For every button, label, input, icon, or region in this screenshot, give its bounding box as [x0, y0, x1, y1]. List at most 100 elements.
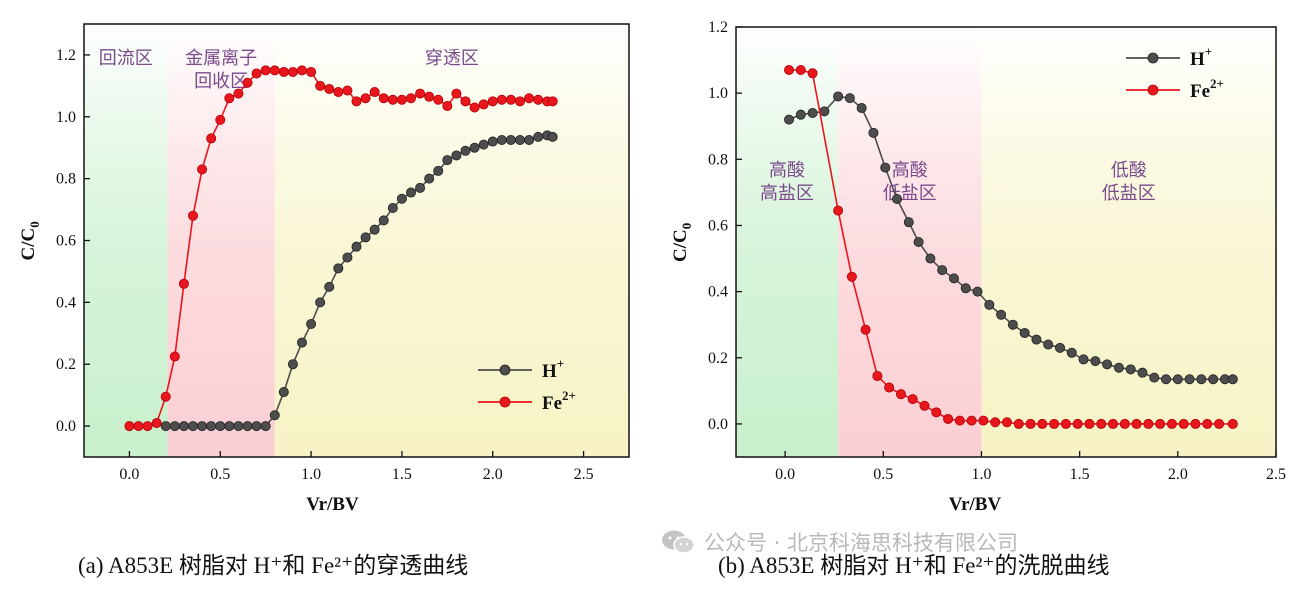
data-point-h [856, 103, 867, 114]
legend-marker [499, 396, 511, 408]
data-point-h [360, 232, 371, 243]
data-point-fe [187, 210, 198, 221]
data-point-fe [505, 94, 516, 105]
data-point-fe [1227, 418, 1238, 429]
data-point-h [844, 93, 855, 104]
data-point-h [342, 252, 353, 263]
legend-label-superscript: 2+ [562, 388, 576, 403]
data-point-h [260, 421, 271, 432]
data-point-fe [943, 413, 954, 424]
data-point-fe [169, 351, 180, 362]
data-point-h [387, 203, 398, 214]
data-point-fe [978, 415, 989, 426]
region-label: 穿透区 [425, 48, 479, 69]
data-point-fe [860, 324, 871, 335]
data-point-fe [1178, 418, 1189, 429]
y-tick-label: 0.0 [56, 418, 76, 435]
data-point-h [369, 224, 380, 235]
data-point-fe [1131, 418, 1142, 429]
data-point-h [287, 359, 298, 370]
wechat-icon [662, 530, 695, 554]
data-point-fe [496, 94, 507, 105]
data-point-fe [278, 66, 289, 77]
data-point-h [1019, 327, 1030, 338]
y-axis-title: C/C0 [18, 221, 42, 260]
data-point-h [1196, 374, 1207, 385]
y-tick-label: 1.2 [708, 19, 728, 36]
data-point-h [972, 286, 983, 297]
data-point-fe [197, 164, 208, 175]
data-point-fe [206, 133, 217, 144]
data-point-fe [142, 421, 153, 432]
data-point-fe [807, 68, 818, 79]
x-tick-label: 2.5 [574, 466, 594, 483]
data-point-fe [433, 94, 444, 105]
data-point-fe [296, 65, 307, 76]
data-point-fe [396, 94, 407, 105]
data-point-fe [931, 407, 942, 418]
data-point-h [1161, 374, 1172, 385]
data-point-fe [954, 415, 965, 426]
region-label: 金属离子 [185, 48, 257, 69]
region-label: 低酸 [1111, 160, 1147, 181]
data-point-h [315, 297, 326, 308]
legend-label-superscript: 2+ [1210, 76, 1224, 91]
data-point-fe [251, 68, 262, 79]
data-point-h [333, 263, 344, 274]
data-point-fe [487, 96, 498, 107]
data-point-h [795, 109, 806, 120]
data-point-fe [124, 421, 135, 432]
data-point-h [1208, 374, 1219, 385]
data-point-fe [1096, 418, 1107, 429]
data-point-fe [178, 278, 189, 289]
data-point-fe [872, 370, 883, 381]
data-point-fe [1166, 418, 1177, 429]
data-point-h [1102, 359, 1113, 370]
region-band [838, 27, 982, 457]
x-tick-label: 1.5 [392, 466, 412, 483]
x-tick-label: 1.0 [971, 466, 991, 483]
data-point-fe [884, 382, 895, 393]
x-axis-title: Vr/BV [306, 494, 359, 515]
data-point-h [960, 283, 971, 294]
data-point-h [937, 265, 948, 276]
x-tick-label: 1.5 [1070, 466, 1090, 483]
y-tick-label: 0.4 [708, 284, 728, 301]
y-tick-label: 0.2 [56, 356, 76, 373]
data-point-fe [378, 93, 389, 104]
data-point-h [487, 136, 498, 147]
data-point-fe [460, 96, 471, 107]
data-point-h [451, 150, 462, 161]
legend-marker [1147, 52, 1159, 64]
x-tick-label: 1.0 [301, 466, 321, 483]
x-tick-label: 0.5 [873, 466, 893, 483]
caption-b: (b) A853E 树脂对 H⁺和 Fe²⁺的洗脱曲线 [718, 553, 1110, 578]
data-point-fe [895, 389, 906, 400]
data-point-fe [287, 66, 298, 77]
y-tick-label: 0.6 [56, 233, 76, 250]
data-point-fe [1214, 418, 1225, 429]
region-band [84, 24, 168, 457]
data-point-fe [1037, 418, 1048, 429]
data-point-h [819, 106, 830, 117]
data-point-fe [966, 415, 977, 426]
legend-marker [1147, 84, 1159, 96]
y-tick-label: 0.6 [708, 217, 728, 234]
data-point-fe [242, 77, 253, 88]
data-point-fe [469, 102, 480, 113]
y-tick-label: 0.2 [708, 350, 728, 367]
y-axis-title-subscript: 0 [27, 221, 42, 228]
data-point-h [269, 410, 280, 421]
data-point-fe [524, 93, 535, 104]
data-point-fe [1108, 418, 1119, 429]
data-point-h [278, 387, 289, 398]
data-point-h [524, 134, 535, 145]
data-point-fe [315, 80, 326, 91]
x-tick-label: 0.0 [119, 466, 139, 483]
data-point-h [1090, 356, 1101, 367]
data-point-fe [846, 271, 857, 282]
data-point-h [833, 91, 844, 102]
